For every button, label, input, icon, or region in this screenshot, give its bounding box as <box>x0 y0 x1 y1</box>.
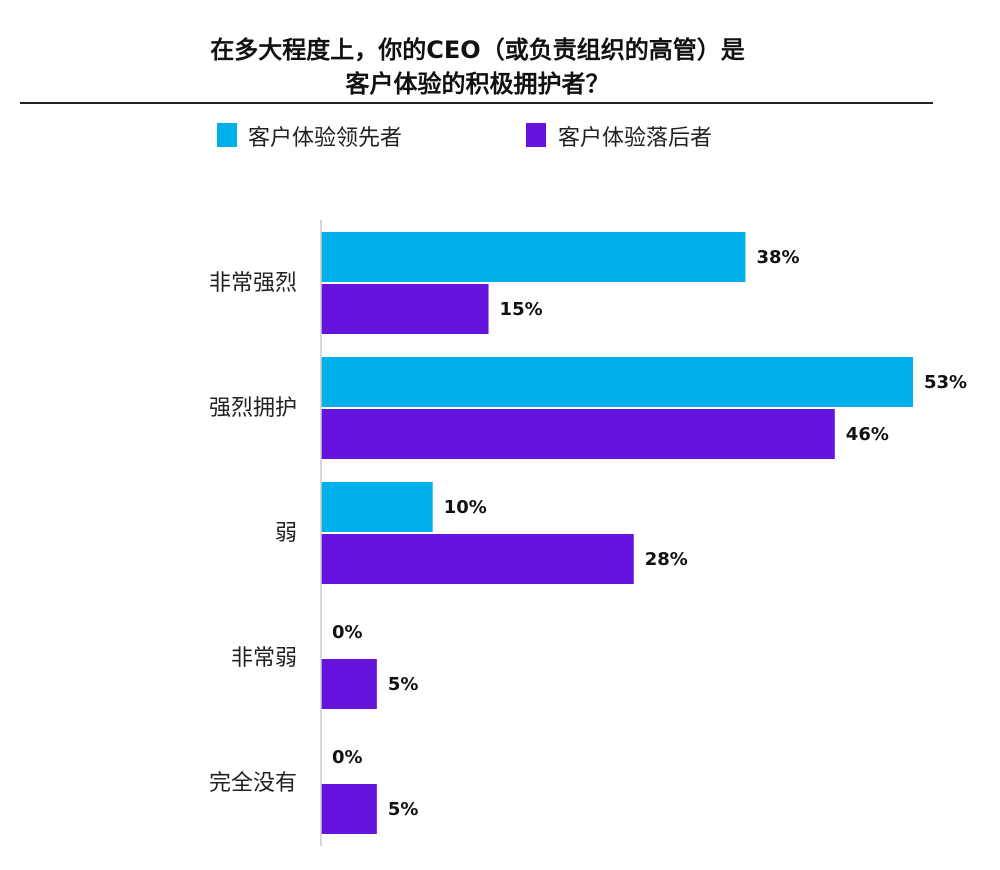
category-label: 完全没有 <box>209 771 297 796</box>
title-divider <box>20 102 933 104</box>
data-label: 15% <box>500 299 543 320</box>
bar <box>321 659 377 709</box>
data-label: 10% <box>444 497 487 518</box>
category-label: 强烈拥护 <box>209 396 297 421</box>
data-label: 5% <box>388 799 419 820</box>
data-label: 28% <box>645 549 688 570</box>
bar <box>321 784 377 834</box>
chart-title-line-2: 客户体验的积极拥护者？ <box>345 70 610 98</box>
bar <box>321 284 489 334</box>
bar <box>321 482 433 532</box>
data-label: 53% <box>924 372 967 393</box>
data-label: 46% <box>846 424 889 445</box>
category-label: 弱 <box>275 521 297 546</box>
data-label: 0% <box>332 747 363 768</box>
legend-label-leaders: 客户体验领先者 <box>248 126 403 151</box>
bar <box>321 357 913 407</box>
bar <box>321 409 835 459</box>
legend-label-laggards: 客户体验落后者 <box>558 126 713 151</box>
data-label: 38% <box>756 247 799 268</box>
category-label: 非常强烈 <box>209 271 297 296</box>
bar <box>321 232 746 282</box>
data-label: 5% <box>388 674 419 695</box>
legend-swatch-leaders <box>217 123 237 147</box>
bar <box>321 534 634 584</box>
category-label: 非常弱 <box>231 646 297 671</box>
chart-title-line-1: 在多大程度上，你的CEO（或负责组织的高管）是 <box>210 36 745 64</box>
legend-swatch-laggards <box>526 123 546 147</box>
data-label: 0% <box>332 622 363 643</box>
